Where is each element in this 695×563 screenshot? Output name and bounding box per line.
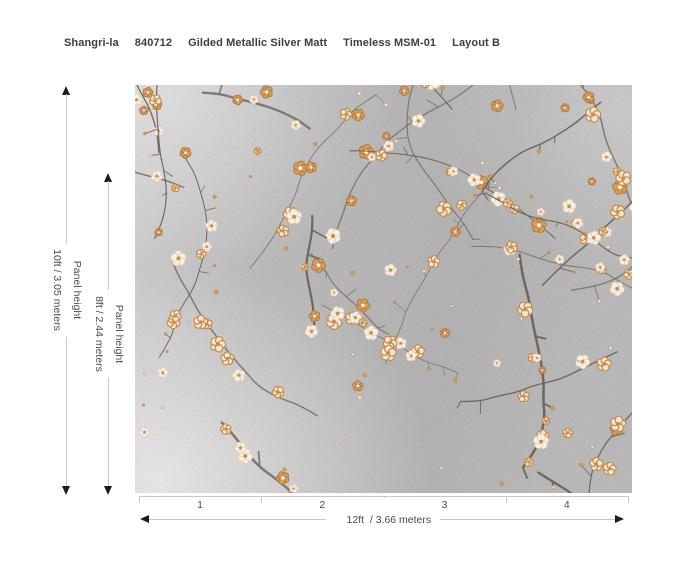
header: Shangri-la 840712 Gilded Metallic Silver…: [64, 36, 500, 51]
panel-number-3: 3: [441, 499, 448, 511]
ruler-tick: [506, 496, 507, 503]
arrow-up-icon: [62, 86, 70, 95]
collection-name: Timeless MSM-01: [343, 37, 437, 49]
panel-height-10ft-label: Panel height 10ft / 3.05 meters: [43, 243, 90, 337]
arrow-down-icon: [104, 486, 112, 495]
ruler-tick: [139, 496, 140, 503]
arrow-up-icon: [104, 173, 112, 182]
panel-height-10ft-value: 10ft / 3.05 meters: [50, 249, 63, 331]
ruler-tick: [261, 496, 262, 503]
panel-height-8ft-label: Panel height 8ft / 2.44 meters: [85, 290, 132, 378]
pattern-number: 840712: [134, 37, 173, 49]
panel-number-1: 1: [197, 499, 203, 511]
brand-name: Shangri-la: [64, 37, 119, 49]
arrow-left-icon: [140, 515, 149, 523]
panel-number-4: 4: [563, 499, 570, 511]
panel-number-2: 2: [319, 499, 326, 511]
ruler-tick: [628, 496, 629, 503]
total-width-value: 12ft / 3.66 meters: [346, 513, 432, 526]
panel-height-8ft-value: 8ft / 2.44 meters: [92, 296, 105, 372]
panel-height-8ft-title: Panel height: [112, 304, 125, 364]
arrow-down-icon: [62, 486, 70, 495]
total-width-label: 12ft / 3.66 meters: [325, 497, 441, 542]
layout-name: Layout B: [452, 37, 500, 49]
product-name: Gilded Metallic Silver Matt: [188, 37, 328, 49]
panel-height-10ft-title: Panel height: [70, 260, 83, 320]
arrow-right-icon: [615, 515, 624, 523]
